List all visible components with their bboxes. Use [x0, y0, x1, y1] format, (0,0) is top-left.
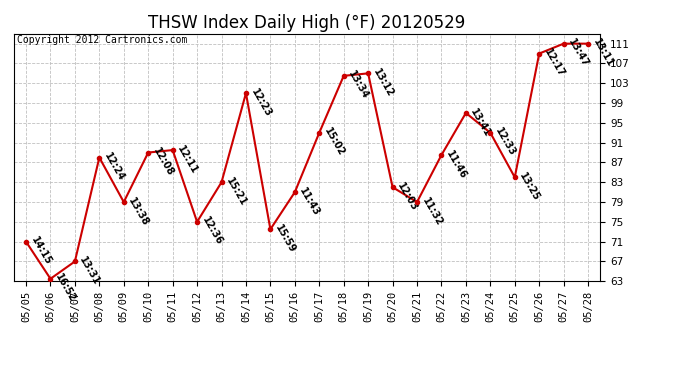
Title: THSW Index Daily High (°F) 20120529: THSW Index Daily High (°F) 20120529: [148, 14, 466, 32]
Text: 13:11: 13:11: [591, 37, 615, 69]
Text: 13:38: 13:38: [126, 196, 151, 228]
Text: 13:25: 13:25: [518, 171, 542, 203]
Text: 15:21: 15:21: [224, 176, 248, 208]
Text: Copyright 2012 Cartronics.com: Copyright 2012 Cartronics.com: [17, 35, 187, 45]
Text: 12:08: 12:08: [151, 146, 175, 178]
Text: 13:12: 13:12: [371, 67, 395, 99]
Text: 11:32: 11:32: [420, 196, 444, 228]
Text: 12:17: 12:17: [542, 47, 566, 79]
Text: 13:34: 13:34: [346, 69, 371, 101]
Text: 12:23: 12:23: [248, 87, 273, 118]
Text: 11:46: 11:46: [444, 148, 469, 180]
Text: 11:43: 11:43: [297, 186, 322, 218]
Text: 12:33: 12:33: [493, 126, 518, 158]
Text: 14:15: 14:15: [29, 235, 53, 267]
Text: 15:59: 15:59: [273, 223, 297, 255]
Text: 16:52: 16:52: [53, 272, 77, 304]
Text: 12:11: 12:11: [175, 144, 199, 176]
Text: 13:47: 13:47: [566, 37, 591, 69]
Text: 13:31: 13:31: [78, 255, 102, 287]
Text: 15:02: 15:02: [322, 126, 346, 158]
Text: 12:36: 12:36: [200, 216, 224, 247]
Text: 12:03: 12:03: [395, 181, 420, 213]
Text: 12:24: 12:24: [102, 151, 126, 183]
Text: 13:41: 13:41: [469, 106, 493, 138]
